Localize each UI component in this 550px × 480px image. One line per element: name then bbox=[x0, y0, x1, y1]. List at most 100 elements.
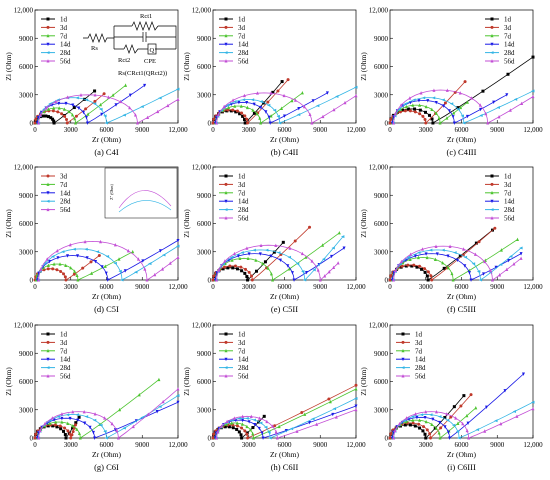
data-point bbox=[315, 104, 320, 108]
data-point bbox=[120, 278, 124, 282]
x-tick-label: 0 bbox=[33, 283, 37, 291]
data-point bbox=[287, 255, 292, 259]
y-tick-label: 9000 bbox=[374, 192, 389, 200]
data-point bbox=[454, 416, 458, 420]
legend-label-28d: 28d bbox=[60, 49, 71, 57]
data-point bbox=[46, 17, 50, 21]
y-axis-label: Zi (Ohm) bbox=[182, 367, 191, 396]
data-point bbox=[482, 272, 486, 276]
data-point bbox=[240, 426, 244, 430]
data-point bbox=[245, 424, 249, 429]
data-point bbox=[334, 415, 338, 419]
x-tick-label: 6000 bbox=[278, 283, 293, 291]
data-point bbox=[426, 270, 430, 274]
data-point bbox=[222, 265, 226, 269]
data-point bbox=[251, 108, 255, 112]
data-point bbox=[95, 250, 100, 254]
data-point bbox=[91, 430, 95, 435]
data-point bbox=[60, 420, 64, 424]
data-point bbox=[42, 109, 46, 114]
data-point bbox=[262, 414, 266, 418]
legend-label-28d: 28d bbox=[238, 364, 249, 372]
x-tick-label: 0 bbox=[388, 126, 392, 134]
chart-panel-c4ii: 0 3000 6000 9000 12,000 0 3000 6000 9000 12,000 Zr… bbox=[182, 7, 366, 158]
data-point bbox=[490, 208, 494, 212]
data-point bbox=[455, 429, 460, 433]
data-point bbox=[531, 89, 535, 93]
y-tick-label: 6000 bbox=[197, 378, 212, 386]
y-tick-label: 12,000 bbox=[192, 7, 212, 15]
x-axis-label: Zr (Ohm) bbox=[447, 135, 476, 144]
data-point bbox=[226, 108, 230, 112]
series-1d bbox=[388, 228, 494, 282]
data-point bbox=[224, 199, 228, 204]
data-point bbox=[404, 264, 408, 268]
series-line bbox=[392, 407, 477, 439]
data-point bbox=[252, 248, 256, 252]
series-line bbox=[38, 245, 179, 281]
series-line bbox=[212, 384, 357, 439]
data-point bbox=[433, 257, 437, 261]
data-point bbox=[310, 121, 314, 125]
data-point bbox=[242, 93, 246, 98]
legend-label-56d: 56d bbox=[238, 373, 249, 381]
data-point bbox=[74, 421, 78, 425]
series-line bbox=[392, 373, 524, 439]
series-line bbox=[393, 408, 534, 439]
data-point bbox=[401, 108, 405, 112]
data-point bbox=[260, 431, 264, 435]
data-point bbox=[389, 118, 393, 122]
data-point bbox=[103, 429, 107, 433]
data-point bbox=[406, 263, 410, 267]
x-tick-label: 9000 bbox=[135, 126, 150, 134]
data-point bbox=[423, 270, 427, 274]
data-point bbox=[238, 112, 242, 116]
series-56d bbox=[392, 244, 523, 282]
data-point bbox=[323, 274, 327, 278]
data-point bbox=[410, 264, 414, 268]
data-point bbox=[245, 100, 249, 105]
data-point bbox=[46, 51, 50, 55]
legend-label-28d: 28d bbox=[238, 206, 249, 214]
data-point bbox=[86, 112, 90, 116]
data-point bbox=[465, 413, 469, 418]
data-point bbox=[128, 93, 132, 98]
data-point bbox=[337, 231, 341, 235]
data-point bbox=[463, 255, 468, 259]
data-point bbox=[131, 249, 135, 254]
x-tick-label: 9000 bbox=[313, 126, 328, 134]
data-point bbox=[57, 106, 61, 110]
data-point bbox=[332, 107, 336, 112]
data-point bbox=[303, 412, 307, 416]
x-tick-label: 6000 bbox=[100, 283, 115, 291]
y-tick-label: 0 bbox=[208, 435, 212, 443]
data-point bbox=[456, 106, 460, 110]
data-point bbox=[228, 264, 232, 268]
data-point bbox=[84, 98, 89, 102]
data-point bbox=[243, 114, 247, 118]
chart-panel-c6i: 0 3000 6000 9000 12,000 0 3000 6000 9000 12,000 Zr… bbox=[4, 322, 188, 473]
data-point bbox=[224, 216, 228, 220]
data-point bbox=[354, 396, 358, 400]
data-point bbox=[413, 110, 417, 114]
data-point bbox=[131, 424, 135, 429]
data-point bbox=[413, 254, 417, 258]
data-point bbox=[419, 91, 423, 95]
x-axis-label: Zr (Ohm) bbox=[447, 450, 476, 459]
data-point bbox=[161, 267, 165, 271]
x-tick-label: 6000 bbox=[278, 126, 293, 134]
data-point bbox=[465, 428, 469, 433]
y-axis-label: Zi (Ohm) bbox=[182, 209, 191, 238]
legend-label-56d: 56d bbox=[60, 373, 71, 381]
data-point bbox=[116, 436, 120, 440]
data-point bbox=[229, 255, 234, 259]
data-point bbox=[46, 366, 50, 370]
data-point bbox=[276, 89, 280, 93]
data-point bbox=[424, 436, 428, 440]
data-point bbox=[483, 429, 487, 433]
data-point bbox=[515, 414, 519, 418]
data-point bbox=[33, 436, 37, 440]
data-point bbox=[246, 121, 250, 125]
